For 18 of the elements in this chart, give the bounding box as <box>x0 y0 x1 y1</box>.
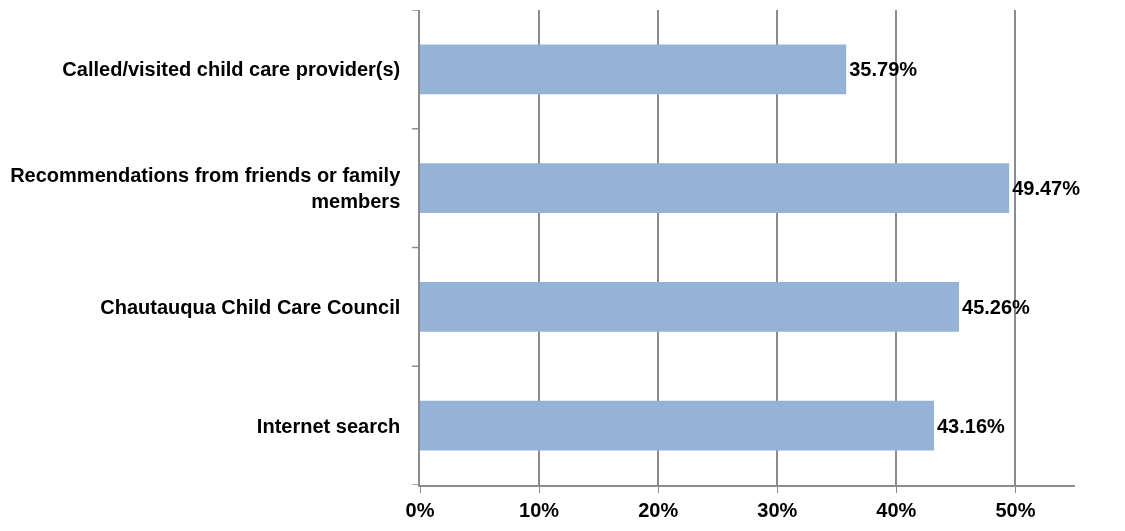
y-tick-label: Chautauqua Child Care Council <box>100 295 401 318</box>
x-tick-label: 50% <box>995 498 1036 521</box>
y-tick-label: Internet search <box>256 414 401 437</box>
y-tick-label: Recommendations from friends or family members <box>10 164 402 213</box>
bar <box>420 281 960 332</box>
x-tick-label: 30% <box>757 498 798 521</box>
data-label: 43.16% <box>937 414 1006 437</box>
y-tick-label: Called/visited child care provider(s) <box>62 58 401 81</box>
x-tick-label: 20% <box>638 498 679 521</box>
bar <box>420 163 1010 214</box>
x-tick-label: 0% <box>405 498 435 521</box>
data-label: 45.26% <box>962 295 1031 318</box>
data-label: 49.47% <box>1012 177 1081 200</box>
data-label: 35.79% <box>849 58 918 81</box>
bar <box>420 400 934 451</box>
x-tick-label: 10% <box>519 498 560 521</box>
x-tick-label: 40% <box>876 498 917 521</box>
bar <box>420 44 847 95</box>
